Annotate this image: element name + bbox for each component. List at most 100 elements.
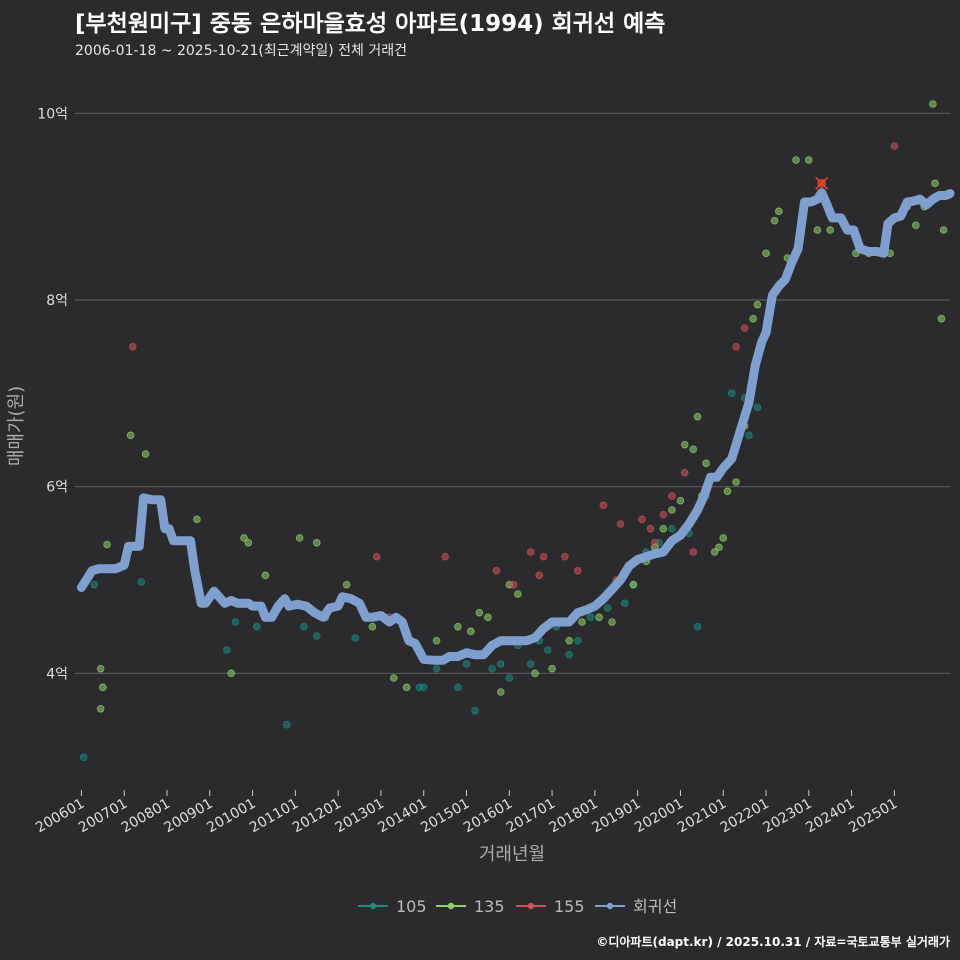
point-155 (573, 566, 582, 575)
point-155 (680, 468, 689, 477)
legend-label: 135 (474, 897, 505, 916)
point-105 (90, 580, 99, 589)
point-135 (939, 226, 948, 234)
point-155 (441, 552, 449, 561)
point-105 (621, 599, 629, 608)
point-105 (586, 613, 595, 622)
highlight-layer (815, 176, 829, 190)
point-135 (805, 156, 813, 164)
point-155 (509, 580, 518, 589)
legend-label: 회귀선 (633, 897, 677, 916)
point-105 (668, 524, 676, 533)
point-135 (103, 540, 111, 549)
legend-label: 105 (396, 897, 427, 916)
point-135 (937, 314, 946, 323)
point-135 (659, 524, 668, 533)
grid-layer (75, 112, 950, 674)
point-135 (432, 636, 441, 645)
point-135 (389, 674, 398, 682)
y-tick-label: 6억 (46, 480, 68, 496)
point-135 (931, 179, 939, 188)
point-135 (96, 664, 105, 673)
point-135 (749, 314, 757, 323)
legend-dot (369, 902, 377, 910)
point-155 (539, 552, 548, 561)
point-135 (578, 618, 586, 626)
point-105 (505, 674, 514, 682)
source-footer: ©디아파트(dapt.kr) / 2025.10.31 / 자료=국토교통부 실… (596, 935, 950, 949)
point-135 (368, 622, 377, 631)
point-135 (402, 683, 411, 692)
point-135 (342, 580, 351, 589)
point-105 (543, 646, 552, 654)
point-135 (126, 431, 135, 440)
point-155 (599, 501, 608, 510)
point-135 (826, 226, 834, 234)
point-105 (693, 622, 702, 631)
point-155 (689, 548, 698, 556)
point-105 (526, 660, 535, 668)
point-105 (432, 664, 441, 673)
point-105 (745, 431, 753, 440)
point-135 (548, 664, 556, 673)
point-135 (608, 618, 616, 626)
point-135 (762, 249, 770, 258)
point-105 (454, 683, 462, 692)
point-135 (693, 412, 702, 421)
point-105 (300, 622, 308, 631)
point-135 (753, 300, 762, 309)
point-135 (531, 669, 539, 678)
legend-dot (527, 902, 535, 910)
chart-title: [부천원미구] 중동 은하마을효성 아파트(1994) 회귀선 예측 (75, 11, 666, 37)
point-135 (813, 226, 822, 234)
point-105 (79, 753, 88, 762)
point-135 (454, 622, 462, 631)
legend-dot (447, 902, 455, 910)
point-155 (668, 492, 676, 500)
point-155 (492, 566, 501, 575)
y-tick-label: 10억 (37, 106, 68, 122)
point-135 (484, 613, 492, 622)
point-105 (753, 403, 762, 412)
point-135 (929, 100, 937, 108)
point-135 (715, 543, 723, 552)
point-105 (223, 646, 231, 654)
point-135 (96, 704, 105, 713)
point-135 (702, 459, 710, 468)
point-135 (668, 506, 676, 514)
point-155 (638, 515, 646, 524)
point-135 (595, 613, 603, 622)
point-105 (471, 706, 479, 715)
point-105 (565, 650, 573, 659)
point-155 (732, 342, 740, 351)
y-tick-label: 4억 (46, 666, 68, 682)
regression-line (76, 188, 955, 665)
point-135 (312, 538, 321, 547)
point-135 (719, 534, 728, 542)
point-135 (792, 156, 800, 164)
point-105 (253, 622, 261, 631)
regression-layer (76, 188, 955, 665)
point-155 (561, 552, 569, 561)
chart-subtitle: 2006-01-18 ~ 2025-10-21(최근계약일) 전체 거래건 (75, 43, 407, 59)
point-135 (295, 534, 304, 542)
legend-label: 155 (554, 897, 585, 916)
point-135 (475, 608, 484, 617)
point-155 (535, 571, 544, 580)
point-135 (770, 216, 779, 225)
point-105 (282, 720, 291, 729)
point-135 (240, 534, 248, 542)
point-135 (261, 571, 270, 580)
y-axis-label: 매매가(원) (6, 386, 27, 466)
x-tick-label: 202501 (846, 796, 900, 837)
max-price-cross (815, 176, 829, 190)
point-135 (514, 590, 522, 598)
point-155 (659, 510, 668, 519)
point-105 (312, 632, 321, 640)
point-135 (680, 440, 689, 449)
point-135 (732, 478, 740, 486)
point-135 (723, 487, 732, 496)
point-105 (488, 664, 496, 673)
point-135 (775, 207, 783, 216)
point-155 (128, 342, 137, 351)
